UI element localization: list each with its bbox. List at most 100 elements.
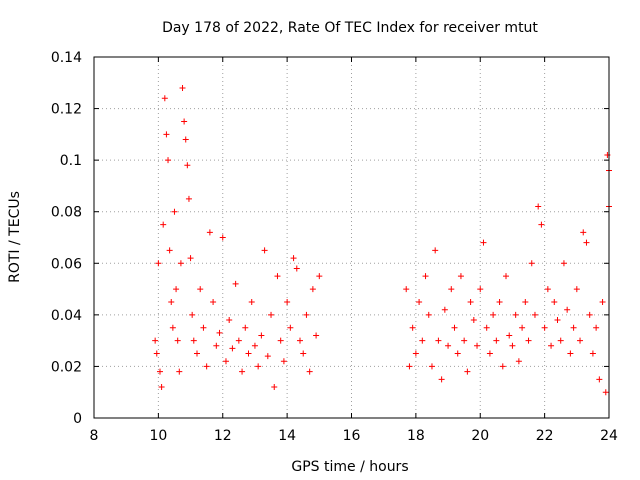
data-point [210, 298, 217, 305]
data-point [158, 384, 165, 391]
data-point [166, 247, 173, 254]
data-point [412, 350, 419, 357]
x-tick-label: 16 [343, 428, 361, 444]
data-point [445, 342, 452, 349]
data-point [457, 273, 464, 280]
data-point [316, 273, 323, 280]
data-point [560, 260, 567, 267]
data-point [313, 332, 320, 339]
data-point [274, 273, 281, 280]
data-point [580, 229, 587, 236]
data-point [577, 337, 584, 344]
data-point [483, 324, 490, 331]
y-tick-label: 0.06 [51, 256, 82, 272]
data-point [258, 332, 265, 339]
data-point [306, 368, 313, 375]
data-point [174, 337, 181, 344]
data-point [161, 95, 168, 102]
data-point [470, 317, 477, 324]
y-tick-label: 0.02 [51, 359, 82, 375]
data-point [300, 350, 307, 357]
data-point [480, 239, 487, 246]
data-point [152, 337, 159, 344]
y-axis-label: ROTI / TECUs [7, 191, 23, 283]
data-point [564, 306, 571, 313]
data-point [171, 208, 178, 215]
data-point [525, 337, 532, 344]
data-point [486, 350, 493, 357]
data-point [277, 337, 284, 344]
data-point [464, 368, 471, 375]
data-point [184, 162, 191, 169]
data-point [509, 342, 516, 349]
data-point [499, 363, 506, 370]
data-point [182, 136, 189, 143]
data-point [232, 280, 239, 287]
data-point [535, 203, 542, 210]
data-point [519, 324, 526, 331]
data-point [303, 311, 310, 318]
x-tick-label: 18 [407, 428, 425, 444]
data-point [528, 260, 535, 267]
data-point [435, 337, 442, 344]
data-point [596, 376, 603, 383]
x-tick-label: 12 [214, 428, 232, 444]
data-point [409, 324, 416, 331]
data-point [177, 260, 184, 267]
data-point [557, 337, 564, 344]
data-point [284, 298, 291, 305]
data-point [506, 332, 513, 339]
data-point [293, 265, 300, 272]
data-point [190, 337, 197, 344]
data-point [206, 229, 213, 236]
data-point [160, 221, 167, 228]
data-point [309, 286, 316, 293]
data-point [179, 84, 186, 91]
data-point [454, 350, 461, 357]
data-point [239, 368, 246, 375]
data-point [548, 342, 555, 349]
data-point [538, 221, 545, 228]
y-tick-label: 0.04 [51, 308, 82, 324]
x-axis-label: GPS time / hours [291, 459, 408, 475]
data-point [477, 286, 484, 293]
data-point [531, 311, 538, 318]
x-tick-label: 14 [278, 428, 296, 444]
data-point [461, 337, 468, 344]
data-point [216, 329, 223, 336]
data-point [187, 255, 194, 262]
data-point [290, 255, 297, 262]
data-point [419, 337, 426, 344]
data-point [271, 384, 278, 391]
data-point [422, 273, 429, 280]
data-point [586, 311, 593, 318]
data-point [490, 311, 497, 318]
data-point [406, 363, 413, 370]
y-tick-label: 0.1 [60, 153, 82, 169]
data-point [242, 324, 249, 331]
data-point [496, 298, 503, 305]
chart-title: Day 178 of 2022, Rate Of TEC Index for r… [162, 20, 538, 36]
x-tick-label: 24 [600, 428, 618, 444]
data-point [515, 358, 522, 365]
data-point [181, 118, 188, 125]
x-axis-ticks: 8 10 12 14 16 18 20 22 24 [90, 57, 618, 444]
data-point [432, 247, 439, 254]
data-point [593, 324, 600, 331]
x-tick-label: 10 [149, 428, 167, 444]
data-point [248, 298, 255, 305]
data-point [153, 350, 160, 357]
data-point [226, 317, 233, 324]
data-point [589, 350, 596, 357]
plot-frame [93, 56, 610, 419]
data-point [168, 298, 175, 305]
data-point [573, 286, 580, 293]
data-point [297, 337, 303, 344]
data-point [251, 342, 258, 349]
data-point [197, 286, 204, 293]
x-tick-label: 22 [536, 428, 554, 444]
data-point [155, 260, 162, 267]
x-tick-label: 20 [471, 428, 489, 444]
data-point [169, 324, 176, 331]
